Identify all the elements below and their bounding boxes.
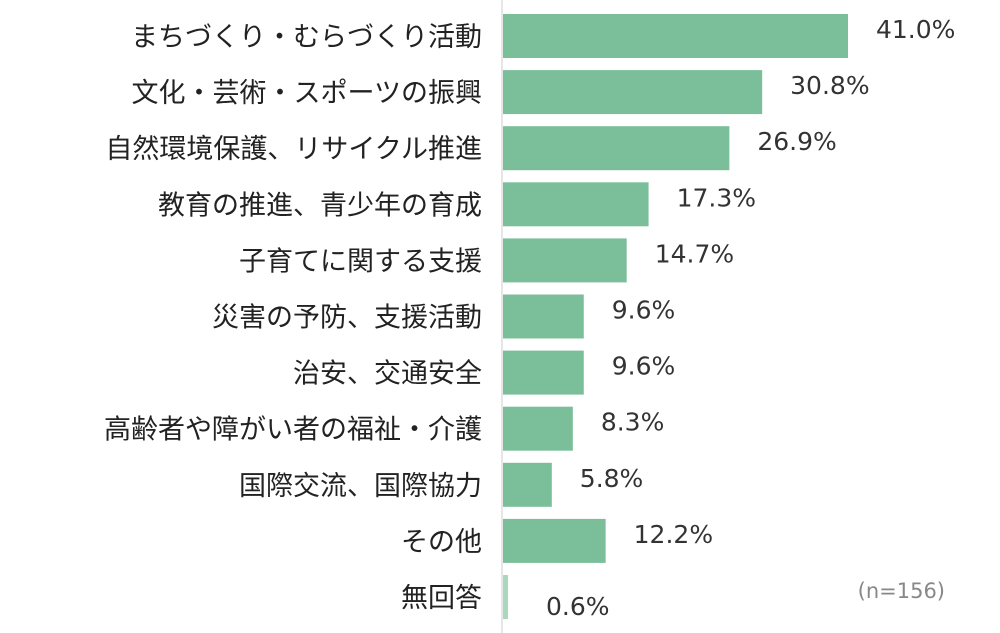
- category-label: 教育の推進、青少年の育成: [158, 190, 482, 221]
- category-label: その他: [401, 527, 482, 558]
- value-label: 12.2%: [634, 520, 713, 549]
- category-label: 高齢者や障がい者の福祉・介護: [104, 415, 482, 446]
- bar: [503, 14, 848, 58]
- category-label: 国際交流、国際協力: [239, 471, 482, 502]
- bar: [503, 518, 606, 563]
- value-label: 26.9%: [757, 127, 836, 156]
- bar: [503, 182, 649, 227]
- bar: [503, 294, 584, 339]
- value-label: 41.0%: [876, 15, 955, 44]
- category-label: まちづくり・むらづくり活動: [131, 22, 482, 53]
- value-label: 9.6%: [612, 296, 676, 325]
- category-label: 文化・芸術・スポーツの振興: [132, 78, 482, 109]
- bar: [503, 350, 584, 395]
- value-label: 30.8%: [790, 71, 869, 100]
- value-label: 9.6%: [612, 352, 676, 381]
- category-label: 無回答: [401, 583, 482, 614]
- value-label: 8.3%: [601, 408, 665, 437]
- category-label: 災害の予防、支援活動: [212, 303, 482, 334]
- category-label: 子育てに関する支援: [239, 246, 482, 277]
- bar: [503, 462, 552, 507]
- bar: [503, 406, 573, 451]
- bar: [503, 70, 763, 115]
- value-label: 17.3%: [677, 183, 756, 212]
- bar: [503, 238, 627, 283]
- sample-size-annotation: (n=156): [858, 579, 945, 603]
- bar: [503, 126, 730, 171]
- value-label: 0.6%: [546, 592, 610, 621]
- value-label: 5.8%: [580, 464, 644, 493]
- value-label: 14.7%: [655, 239, 734, 268]
- category-label: 治安、交通安全: [293, 359, 482, 390]
- bar: [503, 575, 509, 619]
- category-label: 自然環境保護、リサイクル推進: [105, 134, 482, 165]
